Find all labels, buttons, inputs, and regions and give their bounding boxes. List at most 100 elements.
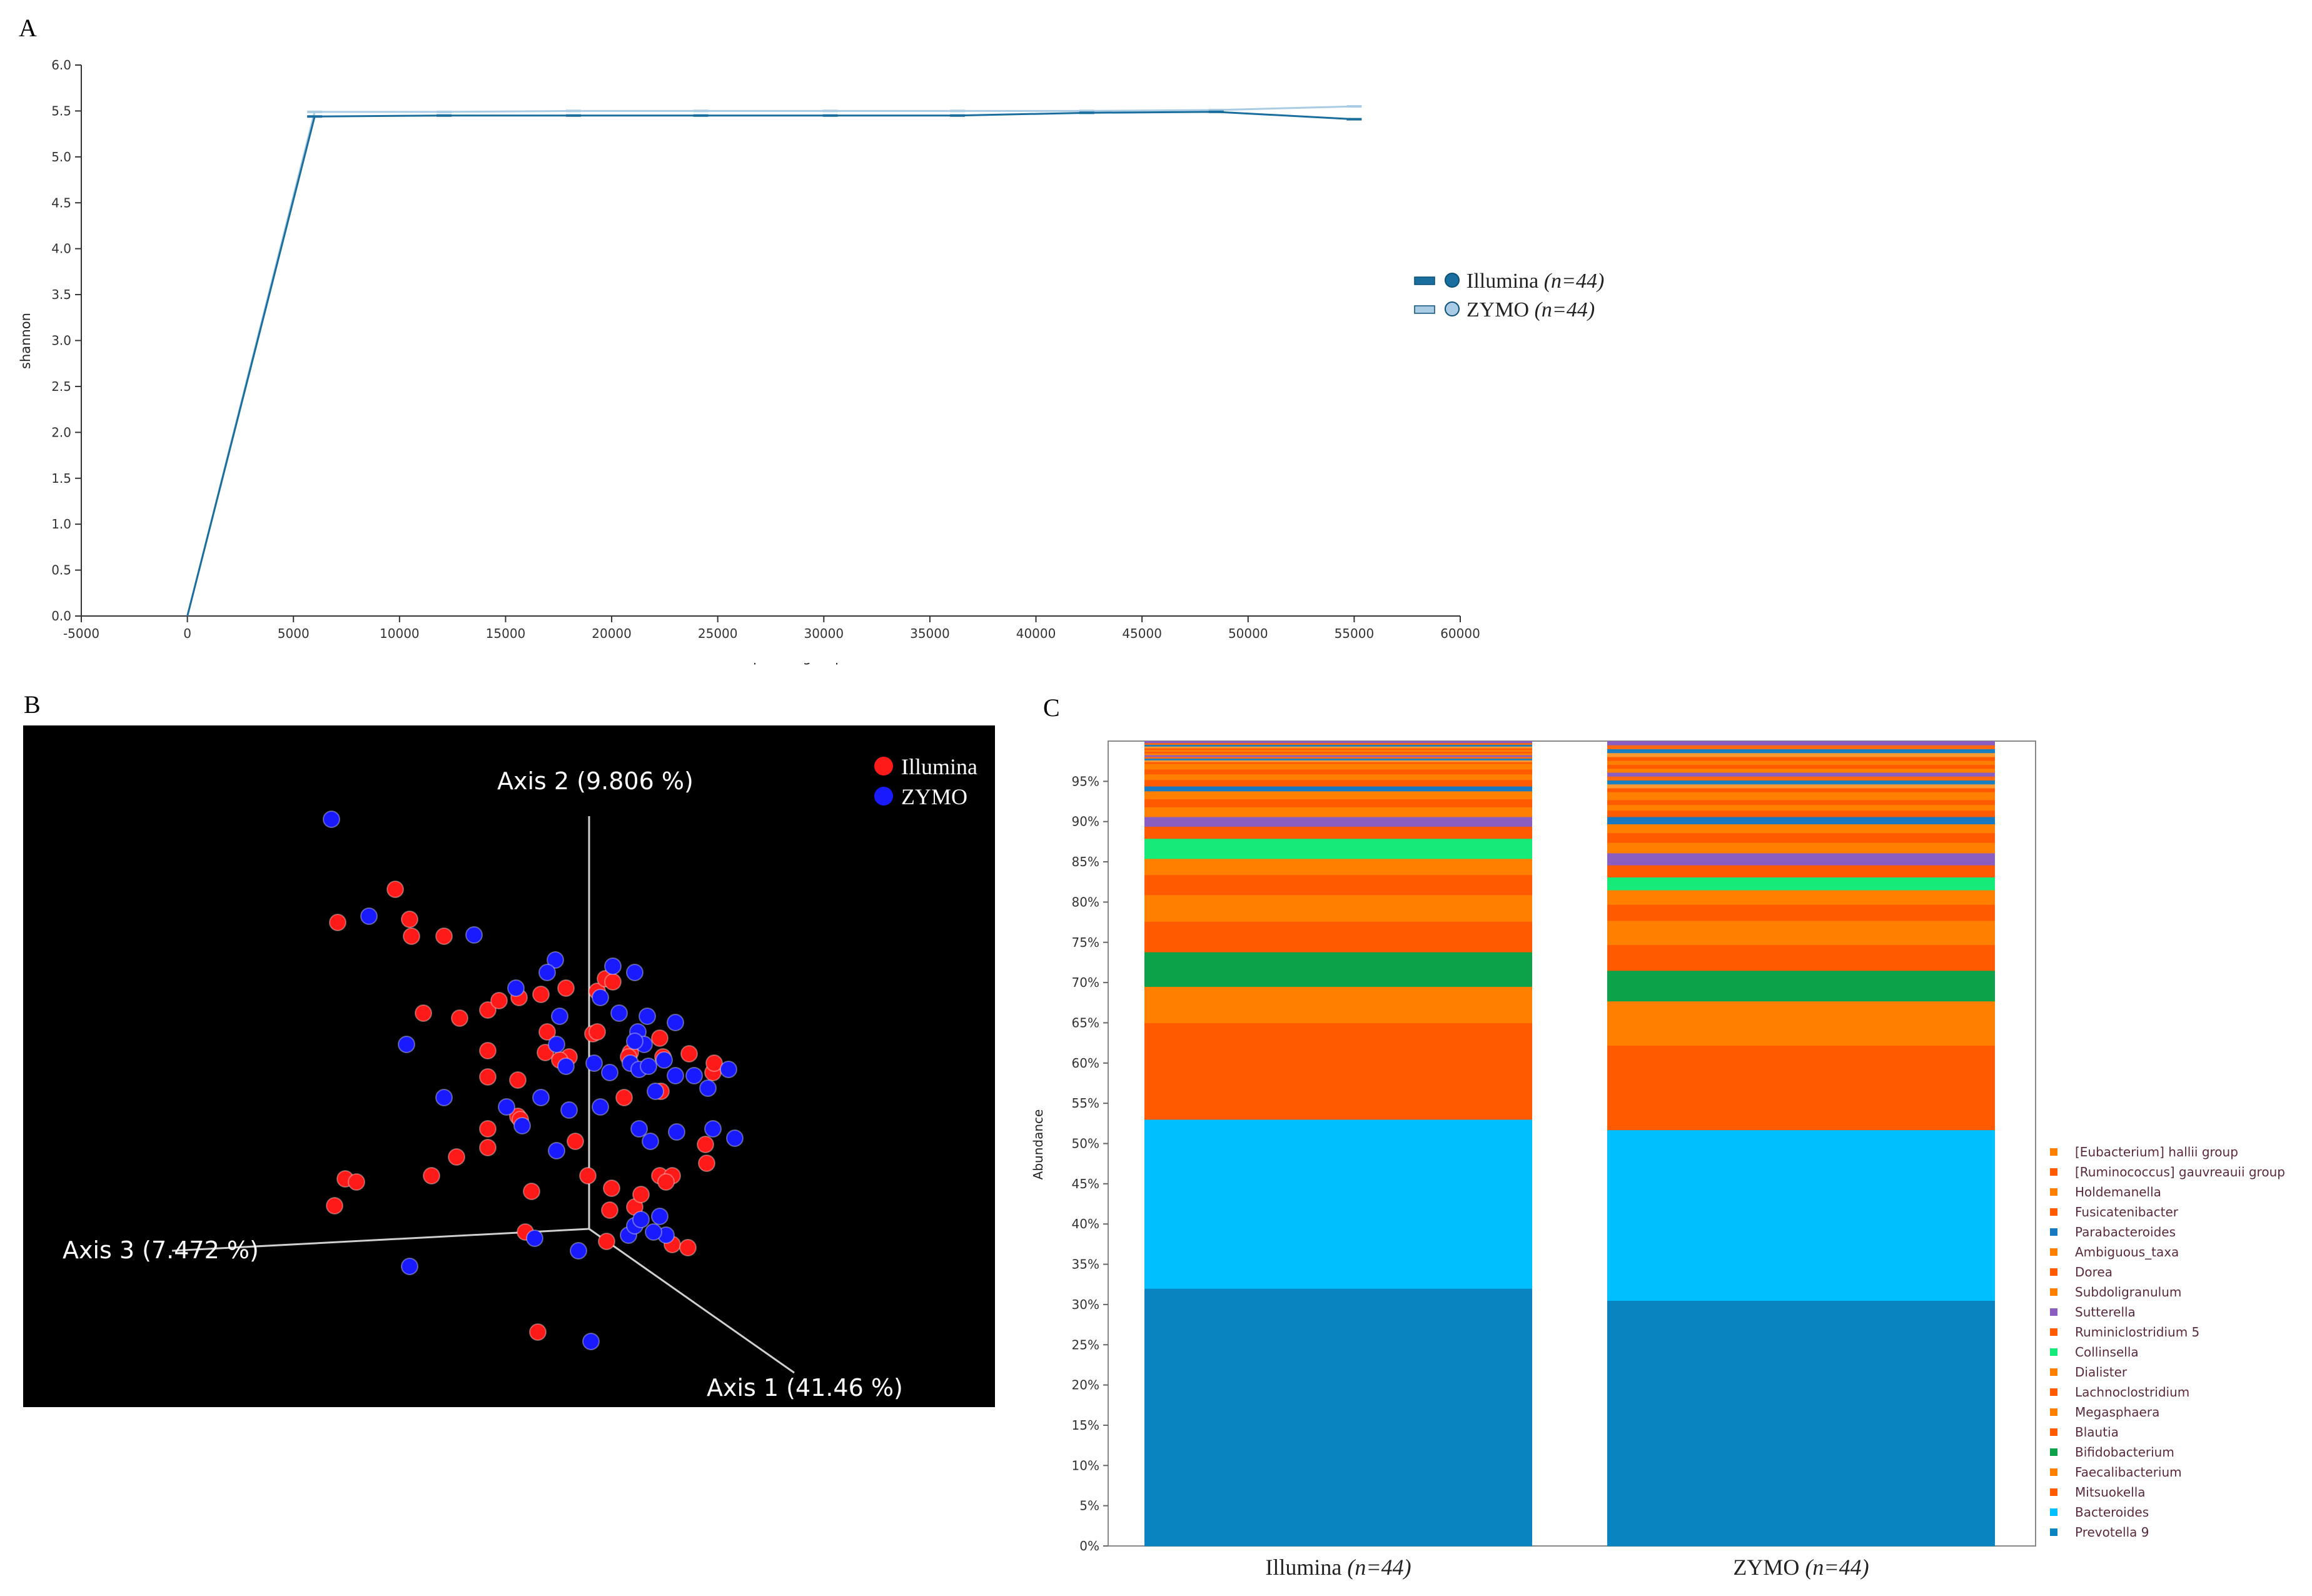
bar-segment-other-taxa [1144,749,1532,752]
y-tick-label: 4.5 [51,195,71,210]
bar-segment-other-taxa [1607,780,1995,785]
bar-segment-bifidobacterium [1607,970,1995,1002]
bar-segment-fusicatenibacter [1607,810,1995,817]
pcoa-point-illumina [403,927,420,945]
pcoa-point-zymo [323,811,340,828]
legend-n: (n=44) [1535,298,1595,321]
pcoa-point-zymo [699,1079,717,1097]
pcoa-point-illumina [386,881,404,898]
legend-swatch-zymo [1414,305,1435,314]
bar-segment--eubacterium-hallii-group [1144,765,1532,770]
pcoa-point-illumina [523,1183,540,1200]
pcoa-point-zymo [601,1064,618,1081]
bar-segment-mitsuokella [1607,1045,1995,1131]
bar-segment-ruminiclostridium-5 [1607,865,1995,878]
bar-segment-other-taxa [1144,753,1532,755]
bar-segment-other-taxa [1144,763,1532,766]
bar-segment-prevotella-9 [1607,1300,1995,1547]
category-name: ZYMO [1733,1555,1805,1580]
x-tick-label: 10000 [380,626,420,641]
barplot-y-ticks: 0% 5% 10% 15% 20% 25% 30% 35% 40% 45% 50% 55% 60% 65%… [1072,774,1108,1553]
x-tick-label: 45000 [1122,626,1162,641]
y-tick-label: 2.0 [51,425,71,440]
pcoa-point-illumina [451,1009,468,1027]
pcoa-point-illumina [479,1001,497,1019]
pcoa-point-zymo [360,907,378,925]
pcoa-point-illumina [509,1071,527,1089]
chart-a-legend[interactable]: Illumina (n=44)ZYMO (n=44) [1414,270,1604,321]
barplot-legend: [Eubacterium] hallii group [Ruminococcus]… [2050,1144,2285,1540]
xlabel-crop-mask [688,644,876,663]
bar-segment-collinsella [1144,838,1532,859]
bar-segment-lachnoclostridium [1607,904,1995,921]
bar-segment-megasphaera [1607,921,1995,946]
pcoa-point-zymo [667,1014,684,1031]
bar-segment-lachnoclostridium [1144,874,1532,896]
pcoa-point-zymo [507,979,525,997]
legend-label-ambiguous-taxa: Ambiguous_taxa [2075,1245,2179,1260]
bar-segment-faecalibacterium [1607,1001,1995,1046]
pcoa-point-zymo [704,1120,722,1138]
chart-a-series [186,105,1362,617]
pcoa-point-zymo [630,1120,648,1138]
legend-label-illumina[interactable]: Illumina (n=44) [1466,270,1604,293]
legend-swatch [2050,1508,2057,1516]
legend-swatch-illumina [1414,276,1435,285]
bar-segment-dorea [1144,799,1532,808]
panel-label-a: A [19,14,37,42]
legend-label-dorea: Dorea [2075,1265,2113,1280]
legend-swatch [2050,1268,2057,1276]
legend-label-bifidobacterium: Bifidobacterium [2075,1445,2174,1460]
axis-3-label: Axis 3 (7.472 %) [63,1236,259,1264]
pcoa-point-illumina [579,1167,597,1184]
x-tick-label: 60000 [1440,626,1480,641]
bar-segment-other-taxa [1607,764,1995,769]
y-tick-label: 35% [1072,1257,1099,1272]
pcoa-point-illumina [697,1136,714,1153]
legend-swatch [2050,1188,2057,1196]
x-tick-label: 0 [183,626,191,641]
pcoa-point-illumina [598,1233,615,1250]
pcoa-point-zymo [651,1208,669,1225]
legend-swatch [2050,1328,2057,1336]
bar-segment-other-taxa [1144,748,1532,750]
category-n: (n=44) [1347,1555,1411,1580]
legend-swatch [2050,1488,2057,1496]
y-tick-label: 10% [1072,1458,1099,1473]
pcoa-point-zymo [532,1089,550,1106]
bar-segment-other-taxa [1144,756,1532,759]
pcoa-point-zymo [538,964,556,981]
bar-segment-megasphaera [1144,894,1532,922]
pcoa-point-zymo [548,1036,565,1053]
bar-segment-prevotella-9 [1144,1288,1532,1547]
pcoa-point-zymo [551,1008,568,1025]
legend-label-zymo: ZYMO [901,784,967,809]
legend-marker-zymo [1445,301,1460,316]
pcoa-point-illumina [601,1201,618,1219]
pcoa-point-illumina [651,1029,669,1047]
legend-swatch [2050,1428,2057,1436]
legend-name: Illumina [1466,270,1544,293]
bar-segment-other-taxa [1607,749,1995,754]
pcoa-point-zymo [570,1242,587,1260]
pcoa-point-zymo [513,1117,531,1134]
bar-segment-other-taxa [1144,741,1532,744]
x-tick-label: 15000 [486,626,526,641]
pcoa-point-zymo [626,964,644,981]
legend-name: ZYMO [1466,298,1535,321]
y-tick-label: 0% [1079,1538,1099,1553]
pcoa-point-illumina [538,1023,556,1041]
pcoa-point-zymo [685,1067,703,1084]
bar-segment--ruminococcus-gauvreauii-group [1144,769,1532,775]
legend-label-lachnoclostridium: Lachnoclostridium [2075,1385,2189,1400]
bar-segment-ambiguous-taxa [1607,824,1995,834]
legend-marker-illumina [1445,273,1460,288]
pcoa-point-zymo [626,1033,644,1050]
bar-segment-bifidobacterium [1144,952,1532,987]
pcoa-point-illumina [588,1023,606,1041]
pcoa-point-zymo [547,951,564,969]
legend-label-dialister: Dialister [2075,1365,2128,1380]
y-tick-label: 55% [1072,1096,1099,1111]
legend-label-zymo[interactable]: ZYMO (n=44) [1466,298,1595,321]
